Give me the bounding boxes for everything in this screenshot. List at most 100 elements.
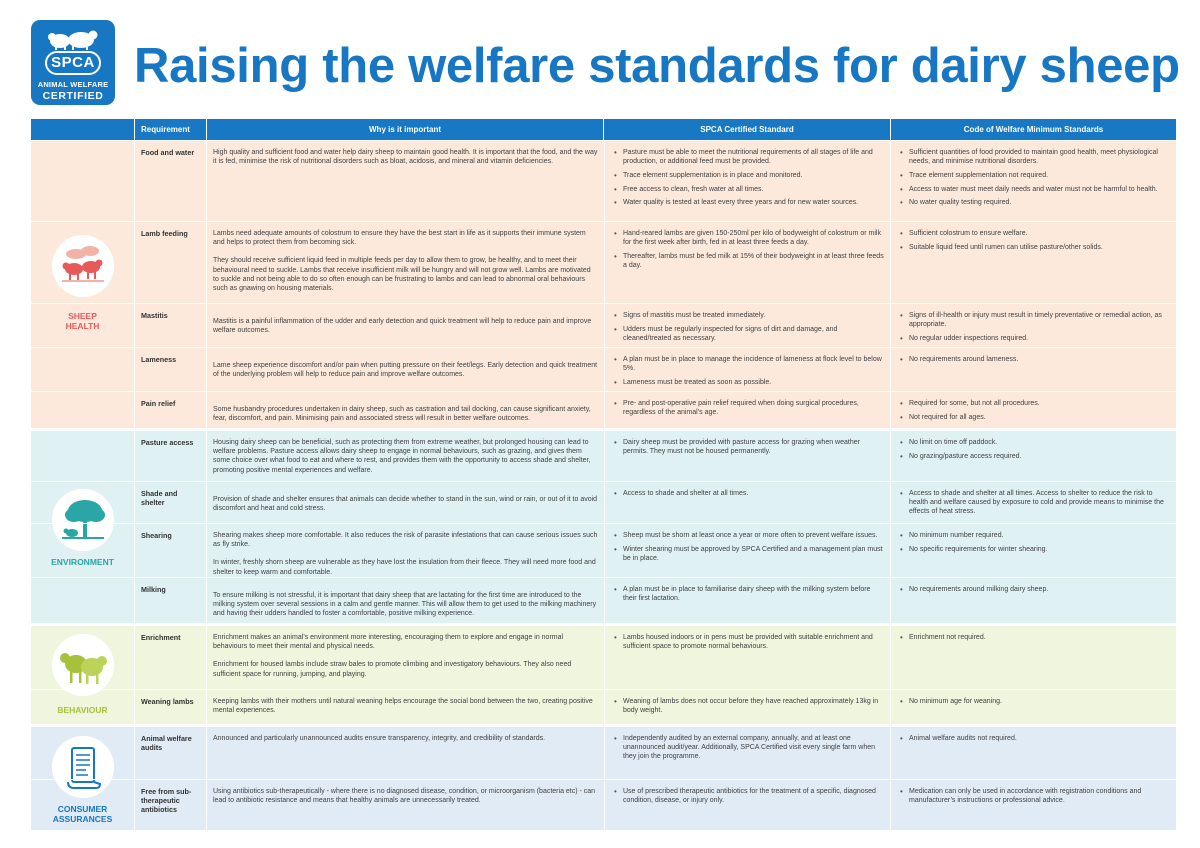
why-paragraph: Using antibiotics sub-therapeutically - … <box>213 788 596 805</box>
spca-bullet: A plan must be in place to familiarise d… <box>611 585 884 603</box>
why-paragraph: Enrichment makes an animal’s environment… <box>213 634 564 651</box>
table-row: Enrichment Enrichment makes an animal’s e… <box>31 626 1176 689</box>
spca-standard-cell: Pre- and post-operative pain relief requ… <box>604 392 890 428</box>
spca-bullet: Access to shade and shelter at all times… <box>611 489 884 498</box>
why-cell: Mastitis is a painful inflammation of th… <box>206 304 604 347</box>
code-standard-cell: No minimum number required. No specific r… <box>890 524 1176 577</box>
spca-standard-cell: Use of prescribed therapeutic antibiotic… <box>604 780 890 830</box>
requirement-text: Lameness <box>141 355 177 364</box>
spca-bullet: Thereafter, lambs must be fed milk at 15… <box>611 252 884 270</box>
spca-standard-cell: Lambs housed indoors or in pens must be … <box>604 626 890 689</box>
table-row: Lamb feeding Lambs need adequate amounts … <box>31 221 1176 303</box>
code-bullet: No specific requirements for winter shea… <box>897 545 1170 554</box>
code-bullet: Access to water must meet daily needs an… <box>897 185 1170 194</box>
spca-bullet: Independently audited by an external com… <box>611 734 884 762</box>
requirement-cell: Shade and shelter <box>134 482 206 523</box>
spca-bullet: Free access to clean, fresh water at all… <box>611 185 884 194</box>
code-standard-cell: Enrichment not required. <box>890 626 1176 689</box>
header-divider <box>206 119 207 140</box>
spca-bullet: Water quality is tested at least every t… <box>611 198 884 207</box>
code-bullet: Signs of ill-health or injury must resul… <box>897 311 1170 329</box>
requirement-cell: Pain relief <box>134 392 206 428</box>
requirement-text: Shade and shelter <box>141 489 178 508</box>
category-label-line: CONSUMER <box>57 804 108 814</box>
spca-standard-cell: Independently audited by an external com… <box>604 727 890 779</box>
table-row: Pasture access Housing dairy sheep can be… <box>31 431 1176 481</box>
spca-bullet: Signs of mastitis must be treated immedi… <box>611 311 884 320</box>
why-cell: Some husbandry procedures undertaken in … <box>206 392 604 428</box>
spca-bullet: Trace element supplementation is in plac… <box>611 171 884 180</box>
table-row: Shearing Shearing makes sheep more comfor… <box>31 523 1176 577</box>
why-paragraph: They should receive sufficient liquid fe… <box>213 257 591 293</box>
code-bullet: Access to shade and shelter at all times… <box>897 489 1170 517</box>
requirement-text: Food and water <box>141 148 195 157</box>
code-standard-cell: Required for some, but not all procedure… <box>890 392 1176 428</box>
requirement-text: Weaning lambs <box>141 697 194 706</box>
why-paragraph: High quality and sufficient food and wat… <box>213 149 598 166</box>
spca-standard-cell: Weaning of lambs does not occur before t… <box>604 690 890 724</box>
code-bullet: Enrichment not required. <box>897 633 1170 642</box>
requirement-cell: Food and water <box>134 141 206 221</box>
requirement-text: Enrichment <box>141 633 181 642</box>
requirement-cell: Lameness <box>134 348 206 391</box>
why-cell: Using antibiotics sub-therapeutically - … <box>206 780 604 830</box>
code-standard-cell: No requirements around milking dairy she… <box>890 578 1176 623</box>
spca-standard-cell: Pasture must be able to meet the nutriti… <box>604 141 890 221</box>
code-standard-cell: No limit on time off paddock. No grazing/… <box>890 431 1176 481</box>
sheep-icon <box>52 235 114 297</box>
why-cell: Keeping lambs with their mothers until n… <box>206 690 604 724</box>
code-bullet: Trace element supplementation not requir… <box>897 171 1170 180</box>
why-cell: Housing dairy sheep can be beneficial, s… <box>206 431 604 481</box>
table-row: Food and water High quality and sufficien… <box>31 141 1176 221</box>
table-row: Weaning lambs Keeping lambs with their mo… <box>31 689 1176 724</box>
spca-bullet: Udders must be regularly inspected for s… <box>611 325 884 343</box>
logo-brand: SPCA <box>45 51 101 75</box>
tree-icon <box>52 489 114 551</box>
why-paragraph: Keeping lambs with their mothers until n… <box>213 698 593 715</box>
why-paragraph: Lame sheep experience discomfort and/or … <box>213 362 598 379</box>
section-consumer-assurances: CONSUMER ASSURANCES Animal welfare audit… <box>31 727 1176 830</box>
spca-bullet: Sheep must be shorn at least once a year… <box>611 531 884 540</box>
requirement-text: Shearing <box>141 531 172 540</box>
code-bullet: No regular udder inspections required. <box>897 334 1170 343</box>
requirement-cell: Enrichment <box>134 626 206 689</box>
requirement-cell: Shearing <box>134 524 206 577</box>
code-standard-cell: No minimum age for weaning. <box>890 690 1176 724</box>
table-row: Mastitis Mastitis is a painful inflammati… <box>31 303 1176 347</box>
code-bullet: Sufficient colostrum to ensure welfare. <box>897 229 1170 238</box>
code-standard-cell: Medication can only be used in accordanc… <box>890 780 1176 830</box>
logo-line1: ANIMAL WELFARE <box>37 80 109 89</box>
code-bullet: No requirements around lameness. <box>897 355 1170 364</box>
spca-standard-cell: A plan must be in place to manage the in… <box>604 348 890 391</box>
spca-bullet: Dairy sheep must be provided with pastur… <box>611 438 884 456</box>
table-row: Shade and shelter Provision of shade and … <box>31 481 1176 523</box>
code-standard-cell: No requirements around lameness. <box>890 348 1176 391</box>
header-why: Why is it important <box>369 125 441 134</box>
spca-logo: SPCA ANIMAL WELFARE CERTIFIED <box>31 20 115 105</box>
requirement-text: Pain relief <box>141 399 176 408</box>
section-sheep-health: SHEEP HEALTH Food and water High quality … <box>31 141 1176 428</box>
spca-standard-cell: Sheep must be shorn at least once a year… <box>604 524 890 577</box>
code-standard-cell: Sufficient colostrum to ensure welfare. S… <box>890 222 1176 303</box>
spca-bullet: Pre- and post-operative pain relief requ… <box>611 399 884 417</box>
spca-bullet: A plan must be in place to manage the in… <box>611 355 884 373</box>
code-bullet: No limit on time off paddock. <box>897 438 1170 447</box>
spca-standard-cell: A plan must be in place to familiarise d… <box>604 578 890 623</box>
spca-bullet: Hand-reared lambs are given 150-250ml pe… <box>611 229 884 247</box>
why-cell: Lame sheep experience discomfort and/or … <box>206 348 604 391</box>
why-paragraph: Mastitis is a painful inflammation of th… <box>213 318 592 335</box>
requirement-text: Milking <box>141 585 166 594</box>
logo-line2: CERTIFIED <box>42 90 104 102</box>
header-divider <box>134 119 135 140</box>
sheep-pair-icon <box>52 634 114 696</box>
why-cell: Shearing makes sheep more comfortable. I… <box>206 524 604 577</box>
table-row: Free from sub-therapeutic antibiotics Usi… <box>31 779 1176 830</box>
code-bullet: No minimum number required. <box>897 531 1170 540</box>
table-row: Lameness Lame sheep experience discomfort… <box>31 347 1176 391</box>
code-bullet: No water quality testing required. <box>897 198 1170 207</box>
section-environment: ENVIRONMENT Pasture access Housing dairy … <box>31 431 1176 623</box>
why-cell: Enrichment makes an animal’s environment… <box>206 626 604 689</box>
spca-standard-cell: Hand-reared lambs are given 150-250ml pe… <box>604 222 890 303</box>
code-bullet: Suitable liquid feed until rumen can uti… <box>897 243 1170 252</box>
requirement-text: Pasture access <box>141 438 194 447</box>
